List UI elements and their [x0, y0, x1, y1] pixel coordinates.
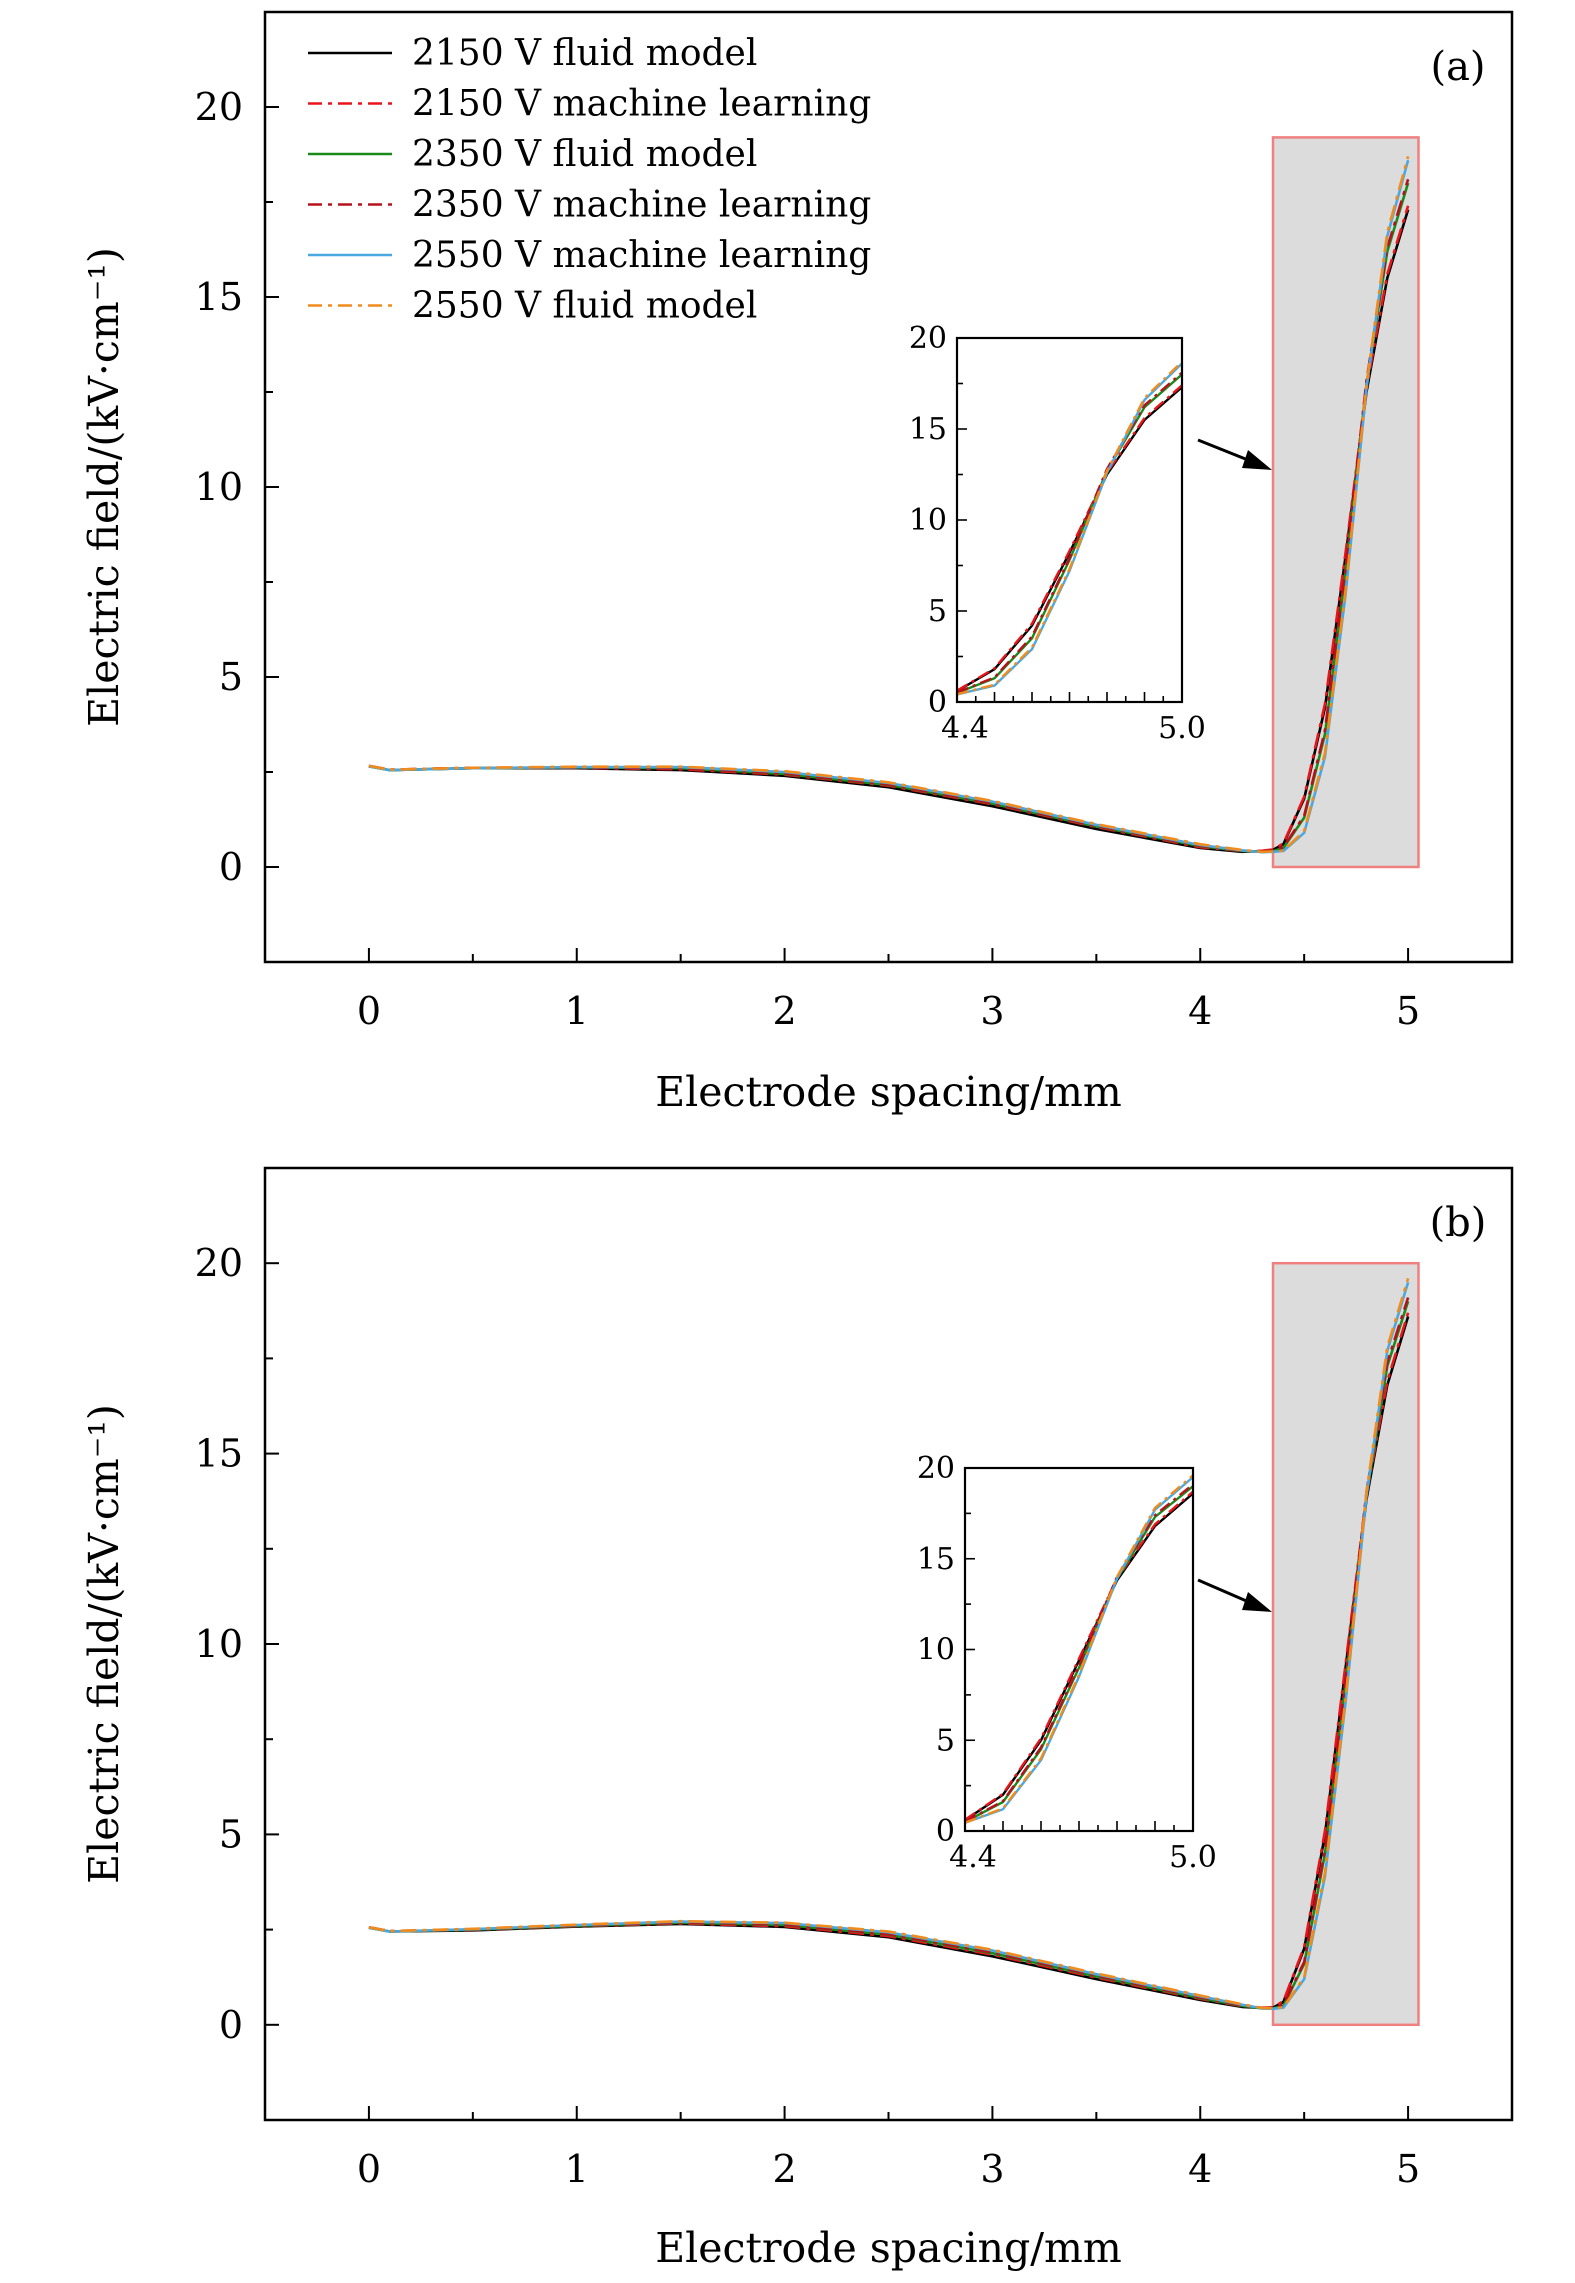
inset-x-tick-label: 4.4 [941, 711, 989, 746]
x-tick-label: 1 [565, 989, 589, 1033]
legend-label-2: 2150 V machine learning [412, 84, 871, 125]
inset-y-tick-label: 15 [917, 1542, 955, 1577]
panel-a: 0 1 2 3 4 5 0 5 10 15 20 Electrode spacing/mm Electr… [80, 10, 1514, 1116]
legend-label-3: 2350 V fluid model [412, 134, 757, 175]
legend-label-6: 2550 V fluid model [412, 286, 757, 327]
inset-series-line-4 [957, 371, 1182, 694]
inset-series-group [965, 1474, 1193, 1824]
x-tick-label: 4 [1188, 989, 1212, 1033]
inset-y-tick-label: 20 [917, 1451, 955, 1486]
inset: 4.4 5.0 0 5 10 15 20 [909, 321, 1206, 746]
x-tick-label: 1 [565, 2147, 589, 2191]
legend-label-1: 2150 V fluid model [412, 33, 757, 74]
panel-b: 0 1 2 3 4 5 0 5 10 15 20 Electrode spacing/mm Electr… [80, 1166, 1514, 2272]
panel-label: (b) [1430, 1200, 1487, 1246]
inset-series-line-2 [965, 1490, 1193, 1821]
inset-series-line-6 [957, 360, 1182, 696]
x-tick-label: 5 [1396, 2147, 1420, 2191]
zoom-arrow-head [1242, 1592, 1272, 1612]
inset-x-tick-label: 5.0 [1169, 1840, 1217, 1875]
y-tick-label: 10 [195, 465, 243, 509]
x-axis-title: Electrode spacing/mm [655, 2224, 1122, 2272]
x-tick-label: 3 [980, 2147, 1004, 2191]
y-axis-title: Electric field/(kV·cm⁻¹) [80, 1404, 128, 1884]
panel-label: (a) [1430, 44, 1485, 90]
legend-label-5: 2550 V machine learning [412, 235, 871, 276]
inset-series-line-2 [957, 384, 1182, 692]
inset-series-group [957, 360, 1182, 696]
x-tick-label: 4 [1188, 2147, 1212, 2191]
y-axis-title: Electric field/(kV·cm⁻¹) [80, 247, 128, 727]
legend-label-4: 2350 V machine learning [412, 185, 871, 226]
y-tick-label: 5 [219, 1812, 243, 1856]
x-tick-label: 0 [357, 2147, 381, 2191]
zoom-region-box [1271, 1261, 1420, 2027]
inset-y-tick-label: 0 [928, 685, 947, 720]
y-tick-label: 20 [195, 1241, 243, 1285]
inset-background [965, 1468, 1193, 1831]
y-tick-label: 0 [219, 845, 243, 889]
inset-x-tick-label: 5.0 [1158, 711, 1206, 746]
y-tick-label: 15 [195, 1432, 243, 1476]
inset-y-tick-label: 10 [917, 1633, 955, 1668]
zoom-arrow-head [1242, 450, 1272, 470]
inset-series-line-6 [965, 1474, 1193, 1824]
x-tick-label: 2 [772, 989, 796, 1033]
inset-y-tick-label: 15 [909, 412, 947, 447]
x-tick-label: 3 [980, 989, 1004, 1033]
inset-y-tick-label: 0 [936, 1814, 955, 1849]
legend: 2150 V fluid model 2150 V machine learnin… [308, 33, 871, 327]
y-tick-label: 15 [195, 275, 243, 319]
inset: 4.4 5.0 0 5 10 15 20 [917, 1451, 1217, 1875]
x-axis-title: Electrode spacing/mm [655, 1068, 1122, 1116]
y-tick-label: 5 [219, 655, 243, 699]
inset-series-line-4 [965, 1483, 1193, 1823]
x-tick-label: 5 [1396, 989, 1420, 1033]
y-tick-label: 20 [195, 85, 243, 129]
series-line-6 [368, 1278, 1410, 2010]
y-tick-label: 10 [195, 1622, 243, 1666]
inset-y-tick-label: 5 [936, 1723, 955, 1758]
x-tick-label: 0 [357, 989, 381, 1033]
x-tick-label: 2 [772, 2147, 796, 2191]
inset-x-tick-label: 4.4 [949, 1840, 997, 1875]
series-line-6 [368, 156, 1410, 854]
inset-y-tick-label: 10 [909, 503, 947, 538]
inset-background [957, 338, 1182, 702]
inset-y-tick-label: 20 [909, 321, 947, 356]
series-group [368, 156, 1410, 854]
y-tick-label: 0 [219, 2003, 243, 2047]
series-group [368, 1278, 1410, 2011]
inset-y-tick-label: 5 [928, 594, 947, 629]
